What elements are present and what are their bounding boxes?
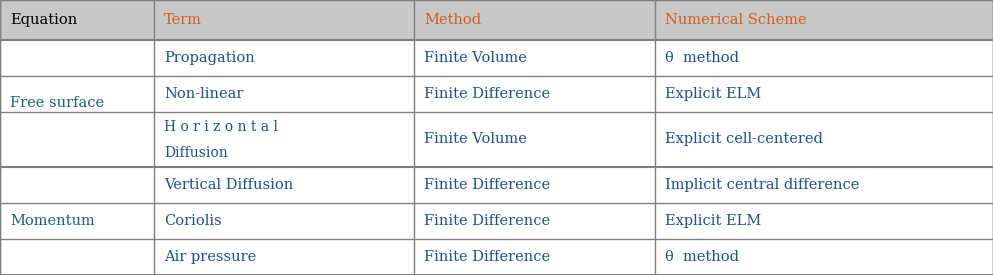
Text: θ  method: θ method [665, 250, 740, 264]
Text: Coriolis: Coriolis [164, 214, 221, 228]
Text: Equation: Equation [10, 13, 77, 27]
Text: Method: Method [424, 13, 482, 27]
Text: Air pressure: Air pressure [164, 250, 256, 264]
Text: θ  method: θ method [665, 51, 740, 65]
Text: Propagation: Propagation [164, 51, 254, 65]
Text: Finite Difference: Finite Difference [424, 250, 550, 264]
Text: Diffusion: Diffusion [164, 146, 227, 160]
Text: Term: Term [164, 13, 202, 27]
Text: Explicit cell-centered: Explicit cell-centered [665, 132, 823, 146]
Text: Explicit ELM: Explicit ELM [665, 214, 762, 228]
Text: Momentum: Momentum [10, 214, 94, 228]
Text: Finite Difference: Finite Difference [424, 87, 550, 101]
Text: Explicit ELM: Explicit ELM [665, 87, 762, 101]
Text: Numerical Scheme: Numerical Scheme [665, 13, 807, 27]
Text: Finite Volume: Finite Volume [424, 132, 527, 146]
Text: Finite Difference: Finite Difference [424, 214, 550, 228]
Text: Finite Volume: Finite Volume [424, 51, 527, 65]
Text: Non-linear: Non-linear [164, 87, 243, 101]
Text: Free surface: Free surface [10, 96, 104, 110]
Text: Implicit central difference: Implicit central difference [665, 178, 860, 192]
Bar [0, 0, 993, 40]
Bar [0, 40, 993, 275]
Text: Vertical Diffusion: Vertical Diffusion [164, 178, 293, 192]
Text: H o r i z o n t a l: H o r i z o n t a l [164, 120, 278, 134]
Text: Finite Difference: Finite Difference [424, 178, 550, 192]
